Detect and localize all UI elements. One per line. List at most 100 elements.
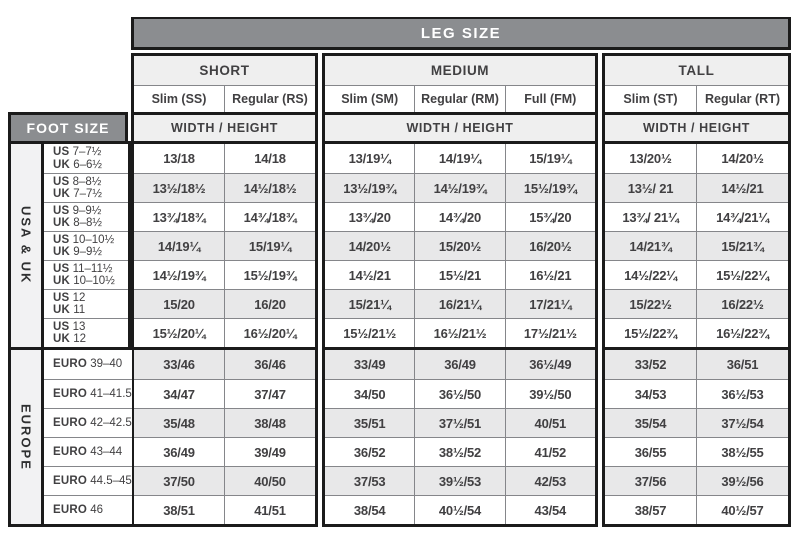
size-value-cell: 38/57 bbox=[634, 502, 667, 518]
size-value-cell: 15½/19¾ bbox=[224, 261, 315, 289]
table-row: 15½/20¼ 16½/20¼ bbox=[134, 318, 315, 347]
size-label-line: EURO 41–41.5 bbox=[53, 387, 132, 400]
table-row: 15½/22¾ 16½/22¾ bbox=[605, 318, 788, 347]
table-row: 34/47 37/47 bbox=[134, 379, 315, 408]
divider bbox=[325, 112, 595, 115]
size-label-line: EURO 43–44 bbox=[53, 445, 123, 458]
group-title: SHORT bbox=[134, 56, 315, 85]
size-value-cell: 36/51 bbox=[696, 350, 788, 379]
size-label: EURO 39–40 bbox=[44, 350, 132, 379]
size-label-line: US 7–7½ bbox=[53, 146, 102, 158]
size-label-line: EURO 42–42.5 bbox=[53, 416, 132, 429]
size-value-cell: 38/48 bbox=[224, 409, 315, 437]
size-label: EURO 43–44 bbox=[44, 437, 132, 466]
size-value-cell: 38½/55 bbox=[696, 438, 788, 466]
table-row: 14/20½ 15/20½ 16/20½ bbox=[325, 231, 595, 260]
data-rows: 13/20½ 14/20½ 13½/ 21 14½/21 13¾/ 21¼ 14¾/21¼… bbox=[605, 144, 788, 524]
size-value-cell: 16/20½ bbox=[504, 232, 595, 260]
size-value-cell: 37½/51 bbox=[414, 409, 504, 437]
size-label: EURO 41–41.5 bbox=[44, 379, 132, 408]
table-row: 15/22½ 16/22½ bbox=[605, 289, 788, 318]
size-value-cell: 17/21¼ bbox=[504, 290, 595, 318]
size-value-cell: 16½/21 bbox=[504, 261, 595, 289]
size-label-line: UK 8–8½ bbox=[53, 217, 102, 229]
size-label-line: US 11–11½ bbox=[53, 262, 113, 275]
size-value-cell: 37/50 bbox=[163, 473, 195, 489]
table-row: 38/51 41/51 bbox=[134, 495, 315, 524]
size-value-cell: 15/21¾ bbox=[696, 232, 788, 260]
table-row: 33/52 36/51 bbox=[605, 350, 788, 379]
size-value-cell: 40/51 bbox=[504, 409, 595, 437]
region-label-cell: USA & UK bbox=[11, 144, 41, 347]
size-label: US 13 UK 12 bbox=[44, 318, 128, 347]
table-row: 37/56 39½/56 bbox=[605, 466, 788, 495]
width-height-label: WIDTH / HEIGHT bbox=[325, 115, 595, 141]
size-value-cell: 14¾/21¼ bbox=[696, 203, 788, 231]
size-value-cell: 15/20½ bbox=[414, 232, 504, 260]
table-row: 13½/ 21 14½/21 bbox=[605, 173, 788, 202]
size-label-line: EURO 46 bbox=[53, 503, 104, 516]
table-row: 15½/21½ 16½/21½ 17½/21½ bbox=[325, 318, 595, 347]
size-label-line: US 12 bbox=[53, 291, 86, 304]
size-label-line: UK 10–10½ bbox=[53, 275, 115, 287]
column-header: Slim (ST) bbox=[623, 92, 678, 106]
divider bbox=[41, 350, 44, 524]
column-header: Slim (SM) bbox=[341, 92, 399, 106]
width-height-label: WIDTH / HEIGHT bbox=[605, 115, 788, 141]
size-value-cell: 15/19¼ bbox=[224, 232, 315, 260]
size-value-cell: 36/55 bbox=[634, 444, 667, 460]
size-value-cell: 34/47 bbox=[163, 386, 195, 402]
table-row: 33/49 36/49 36½/49 bbox=[325, 350, 595, 379]
size-value-cell: 39½/50 bbox=[504, 380, 595, 408]
divider bbox=[134, 112, 315, 115]
size-value-cell: 35/48 bbox=[163, 415, 195, 431]
size-label-line: US 10–10½ bbox=[53, 233, 115, 246]
table-row: 13½/19¾ 14½/19¾ 15½/19¾ bbox=[325, 173, 595, 202]
table-row: 36/55 38½/55 bbox=[605, 437, 788, 466]
table-row: 13/20½ 14/20½ bbox=[605, 144, 788, 173]
size-value-cell: 43/54 bbox=[504, 496, 595, 524]
section-divider bbox=[325, 347, 595, 350]
column-header-row: Slim (SM) Regular (RM) Full (FM) bbox=[325, 85, 595, 112]
size-value-cell: 40½/54 bbox=[414, 496, 504, 524]
group-short: SHORT Slim (SS) Regular (RS) WIDTH / HEIG… bbox=[131, 53, 318, 527]
table-row: 13¾/18¾ 14¾/18¾ bbox=[134, 202, 315, 231]
size-value-cell: 41/52 bbox=[504, 438, 595, 466]
table-row: 33/46 36/46 bbox=[134, 350, 315, 379]
size-value-cell: 36/49 bbox=[414, 350, 504, 379]
size-label: US 8–8½ UK 7–7½ bbox=[44, 173, 128, 202]
size-label: US 9–9½ UK 8–8½ bbox=[44, 202, 128, 231]
table-row: 38/57 40½/57 bbox=[605, 495, 788, 524]
size-label: EURO 46 bbox=[44, 495, 132, 524]
foot-size-section: EUROPE EURO 39–40 EURO 41–41.5 EURO 42–42.5… bbox=[11, 350, 132, 524]
table-row: 14½/19¾ 15½/19¾ bbox=[134, 260, 315, 289]
column-header-row: Slim (ST) Regular (RT) bbox=[605, 85, 788, 112]
size-value-cell: 13¾/20 bbox=[348, 209, 391, 225]
size-value-cell: 33/46 bbox=[163, 357, 195, 372]
size-label: EURO 42–42.5 bbox=[44, 408, 132, 437]
group-medium: MEDIUM Slim (SM) Regular (RM) Full (FM) WI… bbox=[322, 53, 598, 527]
data-rows: 13/18 14/18 13½/18½ 14½/18½ 13¾/18¾ 14¾/18¾ 14… bbox=[134, 144, 315, 524]
size-label: US 12 UK 11 bbox=[44, 289, 128, 318]
table-row: 34/53 36½/53 bbox=[605, 379, 788, 408]
size-value-cell: 14/21¾ bbox=[629, 238, 672, 254]
region-label: USA & UK bbox=[18, 206, 34, 285]
foot-size-block: USA & UK US 7–7½ UK 6–6½ US 8–8½ UK 7–7½ US 9… bbox=[8, 141, 132, 527]
table-row: 14½/22¼ 15½/22¼ bbox=[605, 260, 788, 289]
table-row: 14/19¼ 15/19¼ bbox=[134, 231, 315, 260]
size-value-cell: 37½/54 bbox=[696, 409, 788, 437]
size-value-cell: 14½/21 bbox=[696, 174, 788, 202]
size-label-line: EURO 44.5–45 bbox=[53, 474, 132, 487]
size-value-cell: 13½/ 21 bbox=[627, 180, 674, 196]
table-row: 15/20 16/20 bbox=[134, 289, 315, 318]
size-value-cell: 16½/21½ bbox=[414, 319, 504, 347]
size-value-cell: 16½/22¾ bbox=[696, 319, 788, 347]
table-row: 13½/18½ 14½/18½ bbox=[134, 173, 315, 202]
size-value-cell: 15½/21½ bbox=[343, 325, 397, 341]
size-value-cell: 33/52 bbox=[634, 357, 667, 372]
data-rows: 13/19¼ 14/19¼ 15/19¼ 13½/19¾ 14½/19¾ 15½/19¾ 1… bbox=[325, 144, 595, 524]
size-label-line: UK 11 bbox=[53, 304, 86, 316]
table-row: 36/49 39/49 bbox=[134, 437, 315, 466]
table-row: 13¾/20 14¾/20 15¾/20 bbox=[325, 202, 595, 231]
size-value-cell: 14/19¼ bbox=[414, 144, 504, 173]
